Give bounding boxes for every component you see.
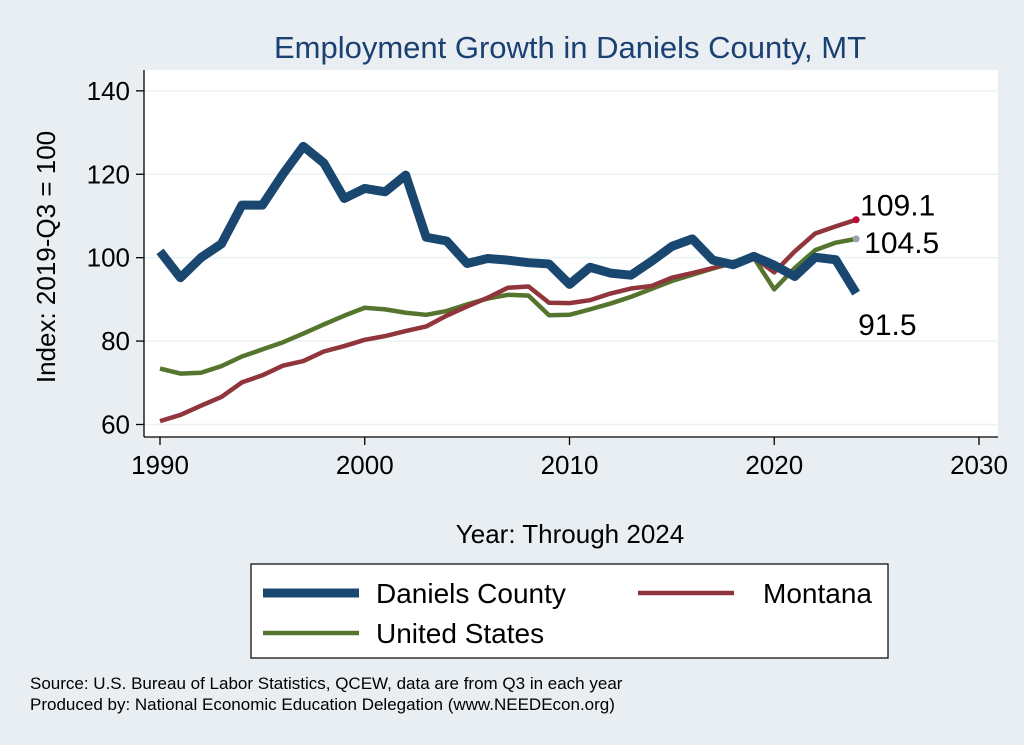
end-dot-montana — [852, 216, 860, 224]
end-label-united-states: 104.5 — [864, 227, 939, 260]
legend-label-montana: Montana — [763, 578, 872, 609]
x-tick-label-2000: 2000 — [336, 450, 394, 480]
end-label-daniels-county: 91.5 — [858, 309, 916, 342]
x-tick-label-2010: 2010 — [541, 450, 599, 480]
series-lines — [156, 141, 860, 424]
producer-note: Produced by: National Economic Education… — [30, 695, 615, 714]
x-tick-label-2020: 2020 — [745, 450, 803, 480]
y-tick-label-100: 100 — [87, 243, 130, 273]
y-tick-label-60: 60 — [101, 409, 130, 439]
x-tick-label-2030: 2030 — [950, 450, 1008, 480]
legend-label-united-states: United States — [376, 618, 544, 649]
y-tick-label-140: 140 — [87, 76, 130, 106]
series-line-daniels-county — [156, 141, 860, 296]
source-note: Source: U.S. Bureau of Labor Statistics,… — [30, 674, 623, 693]
legend-label-daniels-county: Daniels County — [376, 578, 566, 609]
x-axis-label: Year: Through 2024 — [456, 519, 684, 549]
legend-box — [250, 563, 889, 659]
y-tick-label-80: 80 — [101, 326, 130, 356]
axes: 60 80 100 120 140 1990 2000 2010 2020 2030 — [87, 70, 1008, 480]
x-tick-label-1990: 1990 — [131, 450, 189, 480]
legend: Daniels County Montana United States — [250, 563, 889, 659]
y-axis-label: Index: 2019-Q3 = 100 — [31, 131, 61, 383]
end-labels: 109.1 104.5 91.5 — [852, 190, 939, 342]
y-tick-label-120: 120 — [87, 159, 130, 189]
chart-title: Employment Growth in Daniels County, MT — [274, 30, 866, 65]
end-dot-united-states — [852, 235, 860, 243]
end-label-montana: 109.1 — [860, 190, 935, 223]
plot-area — [144, 70, 998, 437]
